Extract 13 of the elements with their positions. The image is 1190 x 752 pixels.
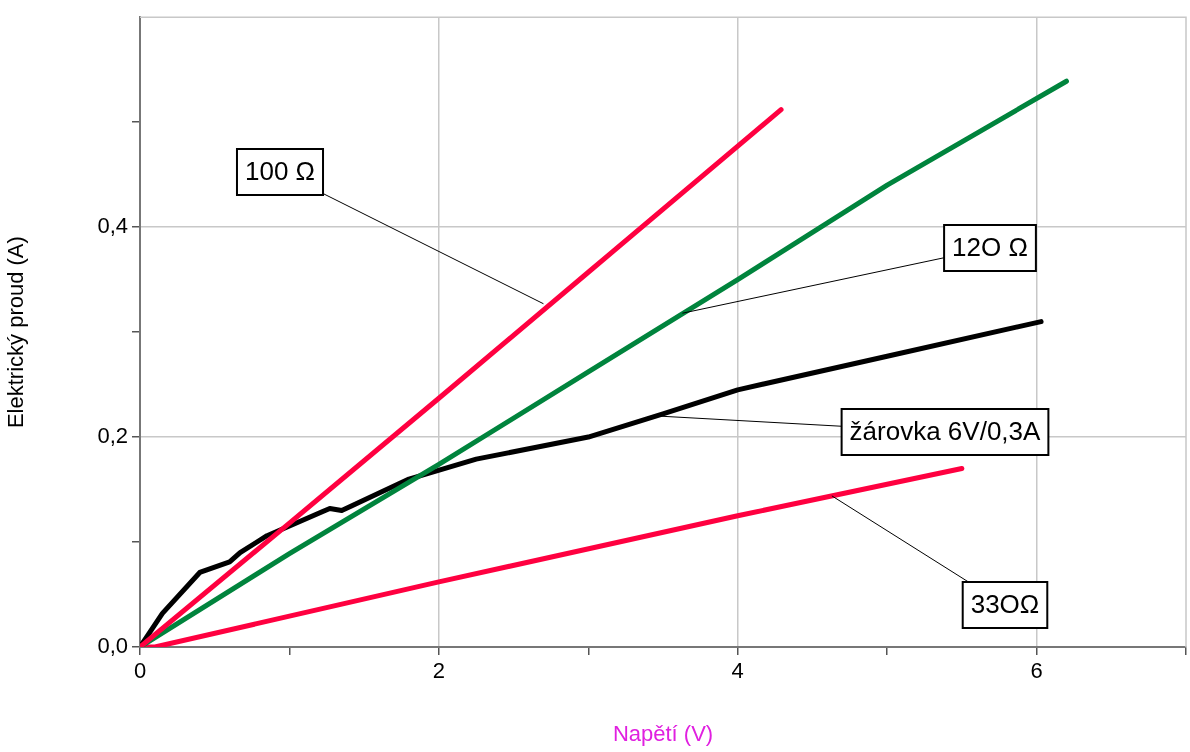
x-tick-label: 4	[731, 658, 744, 684]
annotation: 100 Ω	[244, 156, 316, 187]
annotation: 12O Ω	[952, 232, 1028, 263]
x-axis-title: Napětí (V)	[612, 720, 714, 746]
y-tick-label: 0,4	[97, 213, 128, 239]
y-axis-title: Elektrický proud (A)	[3, 236, 29, 429]
y-tick-label: 0,2	[97, 423, 128, 449]
x-tick-label: 0	[133, 658, 147, 684]
annotation: 33OΩ	[970, 589, 1040, 620]
y-tick-label: 0,0	[97, 633, 128, 659]
x-tick-label: 6	[1030, 658, 1043, 684]
x-tick-label: 2	[432, 658, 445, 684]
annotation: žárovka 6V/0,3A	[849, 416, 1042, 447]
